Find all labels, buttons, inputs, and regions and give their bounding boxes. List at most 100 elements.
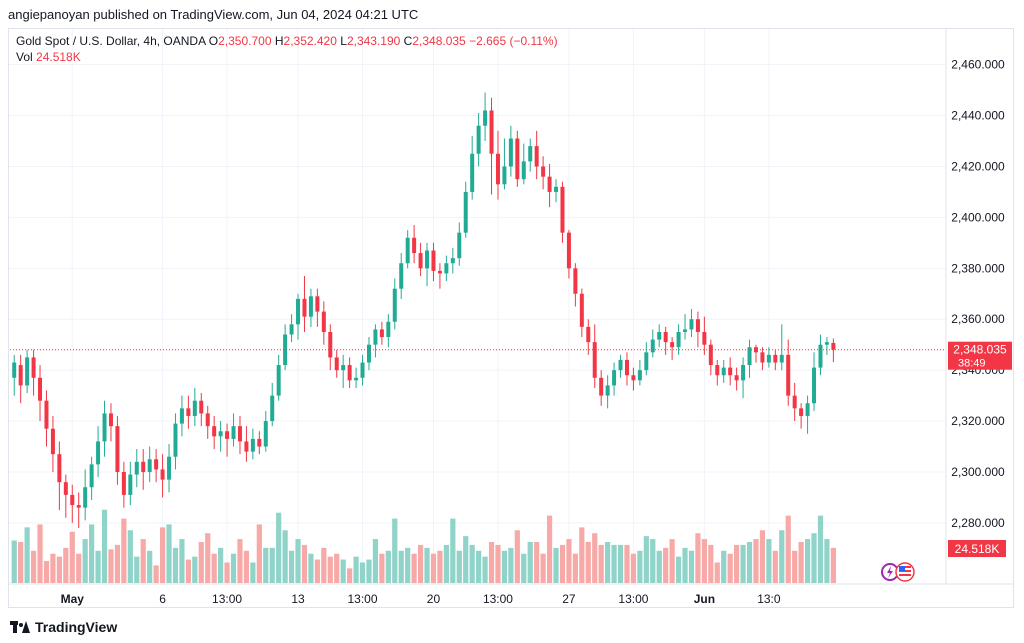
candle-body bbox=[263, 421, 268, 447]
open-value: 2,350.700 bbox=[218, 34, 272, 48]
candle-body bbox=[747, 347, 752, 366]
volume-bar bbox=[430, 553, 437, 583]
candle bbox=[773, 349, 778, 371]
candle bbox=[695, 311, 700, 348]
candle bbox=[431, 242, 436, 282]
candle bbox=[199, 393, 204, 427]
candle-body bbox=[644, 352, 649, 371]
volume-bar bbox=[740, 544, 746, 583]
candle bbox=[805, 395, 810, 434]
candle bbox=[25, 349, 30, 394]
candle-body bbox=[141, 461, 146, 472]
price-tick-label: 2,360.000 bbox=[951, 312, 1005, 326]
candle bbox=[38, 365, 43, 422]
volume-legend[interactable]: Vol 24.518K bbox=[16, 50, 81, 64]
volume-bar bbox=[753, 539, 759, 583]
candle-body bbox=[631, 375, 636, 381]
volume-bar bbox=[108, 549, 114, 583]
volume-bar bbox=[553, 547, 559, 583]
candle bbox=[418, 242, 423, 276]
candle-body bbox=[425, 250, 430, 269]
candle bbox=[225, 423, 230, 457]
candle-body bbox=[57, 454, 62, 483]
candle bbox=[741, 357, 746, 399]
volume-bar bbox=[321, 547, 327, 583]
volume-bar bbox=[172, 547, 179, 583]
volume-bar bbox=[669, 539, 675, 583]
volume-bar bbox=[527, 542, 533, 583]
volume-bar bbox=[282, 530, 288, 583]
candle-body bbox=[270, 395, 275, 422]
event-icons[interactable] bbox=[881, 562, 915, 582]
candle-body bbox=[547, 176, 552, 192]
symbol-name[interactable]: Gold Spot / U.S. Dollar, 4h, OANDA bbox=[16, 34, 206, 48]
time-tick-label: 13:00 bbox=[483, 592, 513, 606]
candle bbox=[102, 400, 107, 457]
candle bbox=[257, 431, 262, 455]
candle-body bbox=[715, 365, 720, 376]
candle-body bbox=[695, 319, 700, 332]
volume-bar bbox=[701, 539, 707, 583]
candle-body bbox=[328, 331, 333, 358]
candle bbox=[495, 130, 500, 200]
volume-bar bbox=[185, 559, 191, 583]
candle-body bbox=[605, 385, 610, 396]
chart-legend[interactable]: Gold Spot / U.S. Dollar, 4h, OANDA O2,35… bbox=[16, 34, 558, 48]
volume-bar bbox=[101, 509, 108, 583]
candle bbox=[515, 130, 520, 187]
time-tick-label: 20 bbox=[427, 592, 441, 606]
volume-bar bbox=[243, 550, 250, 583]
candle bbox=[44, 390, 49, 447]
candle-body bbox=[321, 311, 326, 332]
candle bbox=[650, 329, 655, 358]
chart-frame[interactable] bbox=[8, 28, 1014, 608]
time-tick-label: 13:00 bbox=[212, 592, 242, 606]
candle-body bbox=[315, 296, 320, 312]
candle bbox=[308, 288, 313, 327]
volume-bar bbox=[269, 547, 275, 583]
volume-bar bbox=[688, 550, 695, 583]
volume-bar bbox=[476, 550, 482, 583]
volume-bar bbox=[727, 553, 733, 583]
candle-body bbox=[167, 456, 172, 480]
volume-bar bbox=[211, 553, 217, 583]
volume-value: 24.518K bbox=[36, 50, 81, 64]
volume-bar bbox=[63, 547, 69, 583]
candle-body bbox=[373, 329, 378, 345]
candle bbox=[250, 428, 255, 460]
volume-bar bbox=[501, 550, 508, 583]
low-label: L bbox=[340, 34, 347, 48]
candle-body bbox=[237, 426, 242, 442]
candle bbox=[579, 288, 584, 338]
candle-body bbox=[257, 438, 262, 447]
volume-bar bbox=[179, 539, 185, 583]
candle-body bbox=[792, 395, 797, 409]
candle bbox=[70, 484, 75, 523]
candle-body bbox=[44, 400, 49, 429]
volume-bar bbox=[804, 539, 811, 583]
volume-bar bbox=[792, 550, 798, 583]
candle-body bbox=[173, 423, 178, 457]
candle-body bbox=[308, 296, 313, 317]
volume-bar bbox=[392, 518, 398, 583]
candle bbox=[315, 288, 320, 327]
candle-body bbox=[818, 344, 823, 368]
candle bbox=[534, 130, 539, 180]
volume-bar bbox=[521, 553, 527, 583]
candle bbox=[637, 359, 642, 386]
candle bbox=[612, 362, 617, 396]
candle-body bbox=[476, 125, 481, 154]
candle bbox=[212, 415, 217, 450]
volume-bar bbox=[11, 540, 17, 583]
high-value: 2,352.420 bbox=[283, 34, 337, 48]
footer-brand[interactable]: TradingView bbox=[10, 619, 117, 635]
candle-body bbox=[612, 370, 617, 386]
candle-body bbox=[134, 461, 139, 475]
close-value: 2,348.035 bbox=[412, 34, 466, 48]
time-tick-label: Jun bbox=[694, 592, 715, 606]
candle bbox=[753, 344, 758, 363]
volume-bar bbox=[824, 539, 830, 583]
volume-bar bbox=[463, 536, 469, 583]
candle bbox=[476, 113, 481, 167]
